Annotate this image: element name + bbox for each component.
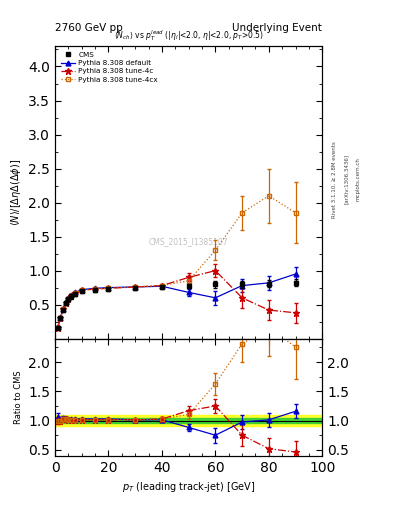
Bar <box>55 415 322 426</box>
Legend: CMS, Pythia 8.308 default, Pythia 8.308 tune-4c, Pythia 8.308 tune-4cx: CMS, Pythia 8.308 default, Pythia 8.308 … <box>59 50 160 85</box>
Text: [arXiv:1306.3436]: [arXiv:1306.3436] <box>344 154 349 204</box>
Bar <box>55 418 322 423</box>
Text: $\langle N_{ch}\rangle$ vs $p_T^{lead}$ ($|\eta_l|$<2.0, $\eta$|<2.0, $p_T$>0.5): $\langle N_{ch}\rangle$ vs $p_T^{lead}$ … <box>114 28 264 43</box>
Text: 2760 GeV pp: 2760 GeV pp <box>55 23 123 33</box>
Y-axis label: $\langle N\rangle/[\Delta\eta\Delta(\Delta\phi)]$: $\langle N\rangle/[\Delta\eta\Delta(\Del… <box>9 159 23 226</box>
X-axis label: $p_T$ (leading track-jet) [GeV]: $p_T$ (leading track-jet) [GeV] <box>122 480 255 494</box>
Y-axis label: Ratio to CMS: Ratio to CMS <box>14 370 23 424</box>
Text: Underlying Event: Underlying Event <box>232 23 322 33</box>
Text: Rivet 3.1.10, ≥ 2.8M events: Rivet 3.1.10, ≥ 2.8M events <box>332 141 337 218</box>
Text: CMS_2015_I1385107: CMS_2015_I1385107 <box>149 238 228 247</box>
Text: mcplots.cern.ch: mcplots.cern.ch <box>356 157 361 201</box>
